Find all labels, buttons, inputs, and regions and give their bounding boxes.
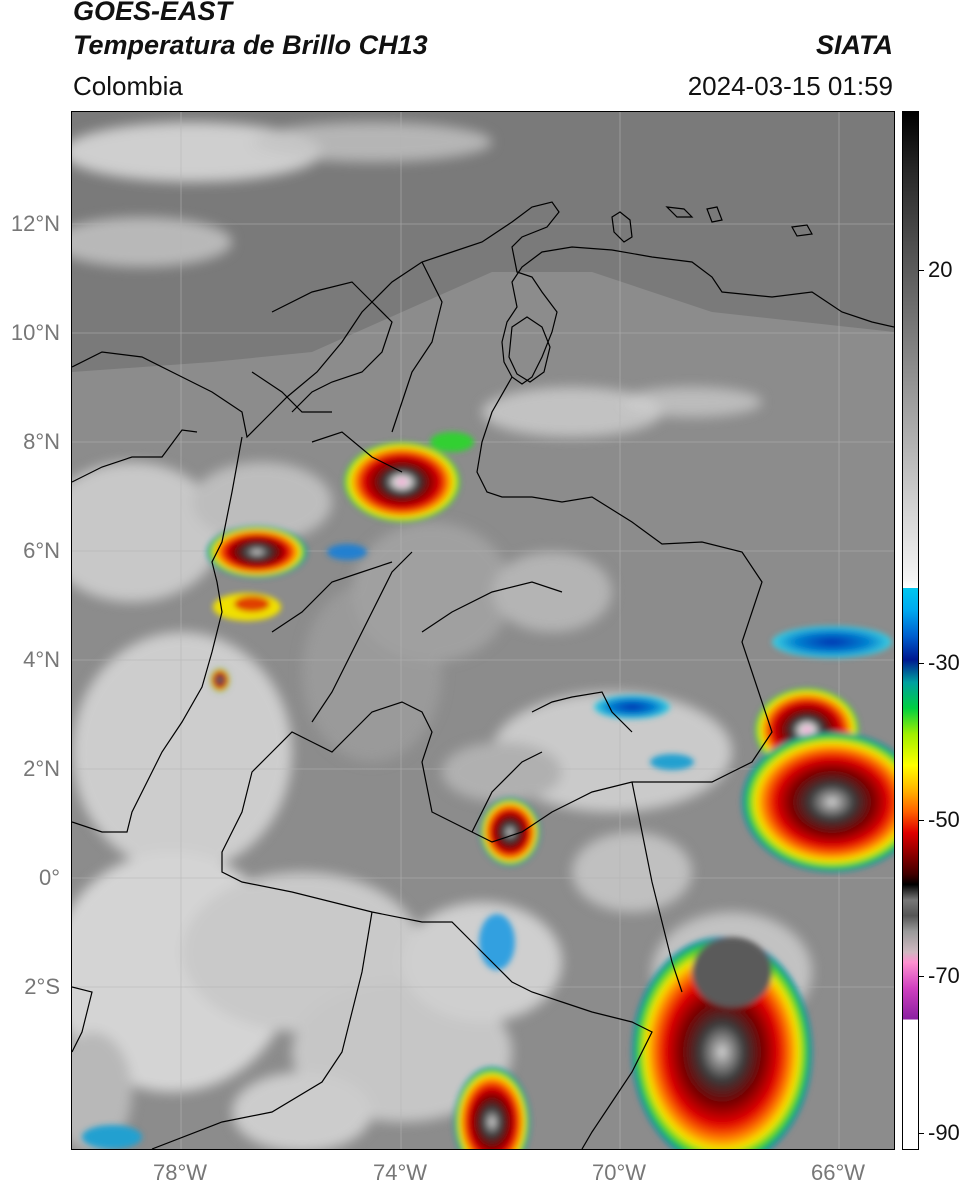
lon-label-78w: 78°W	[152, 1160, 208, 1185]
colorbar-tick	[918, 663, 924, 664]
borders	[72, 201, 894, 1149]
colorbar-label-minus70: -70	[928, 963, 960, 988]
region-label: Colombia	[73, 71, 183, 101]
convective-storms	[82, 432, 894, 1149]
temperature-colorbar	[902, 111, 919, 1150]
lat-label-8n: 8°N	[23, 429, 60, 454]
map-svg	[72, 112, 894, 1149]
lat-label-6n: 6°N	[23, 538, 60, 563]
colorbar-label-minus90: -90	[928, 1120, 960, 1145]
lon-label-74w: 74°W	[372, 1160, 428, 1185]
colorbar-label-minus30: -30	[928, 650, 960, 675]
satellite-map[interactable]	[71, 111, 895, 1150]
lat-label-0: 0°	[38, 865, 60, 890]
colorbar-tick	[918, 820, 924, 821]
timestamp-label: 2024-03-15 01:59	[687, 71, 893, 101]
brand-label: SIATA	[816, 30, 893, 60]
lat-label-2n: 2°N	[23, 756, 60, 781]
colorbar-tick	[918, 1133, 924, 1134]
lat-label-4n: 4°N	[23, 647, 60, 672]
colorbar-label-minus50: -50	[928, 807, 960, 832]
satellite-title: GOES-EAST	[73, 0, 233, 26]
lon-label-70w: 70°W	[591, 1160, 647, 1185]
colorbar-tick	[918, 270, 924, 271]
product-title: Temperatura de Brillo CH13	[73, 30, 428, 60]
lat-label-12n: 12°N	[10, 211, 60, 236]
lat-label-10n: 10°N	[10, 320, 60, 345]
colorbar-label-20: 20	[928, 257, 953, 282]
lon-label-66w: 66°W	[810, 1160, 866, 1185]
colorbar-tick	[918, 976, 924, 977]
lat-label-2s: 2°S	[24, 974, 60, 999]
